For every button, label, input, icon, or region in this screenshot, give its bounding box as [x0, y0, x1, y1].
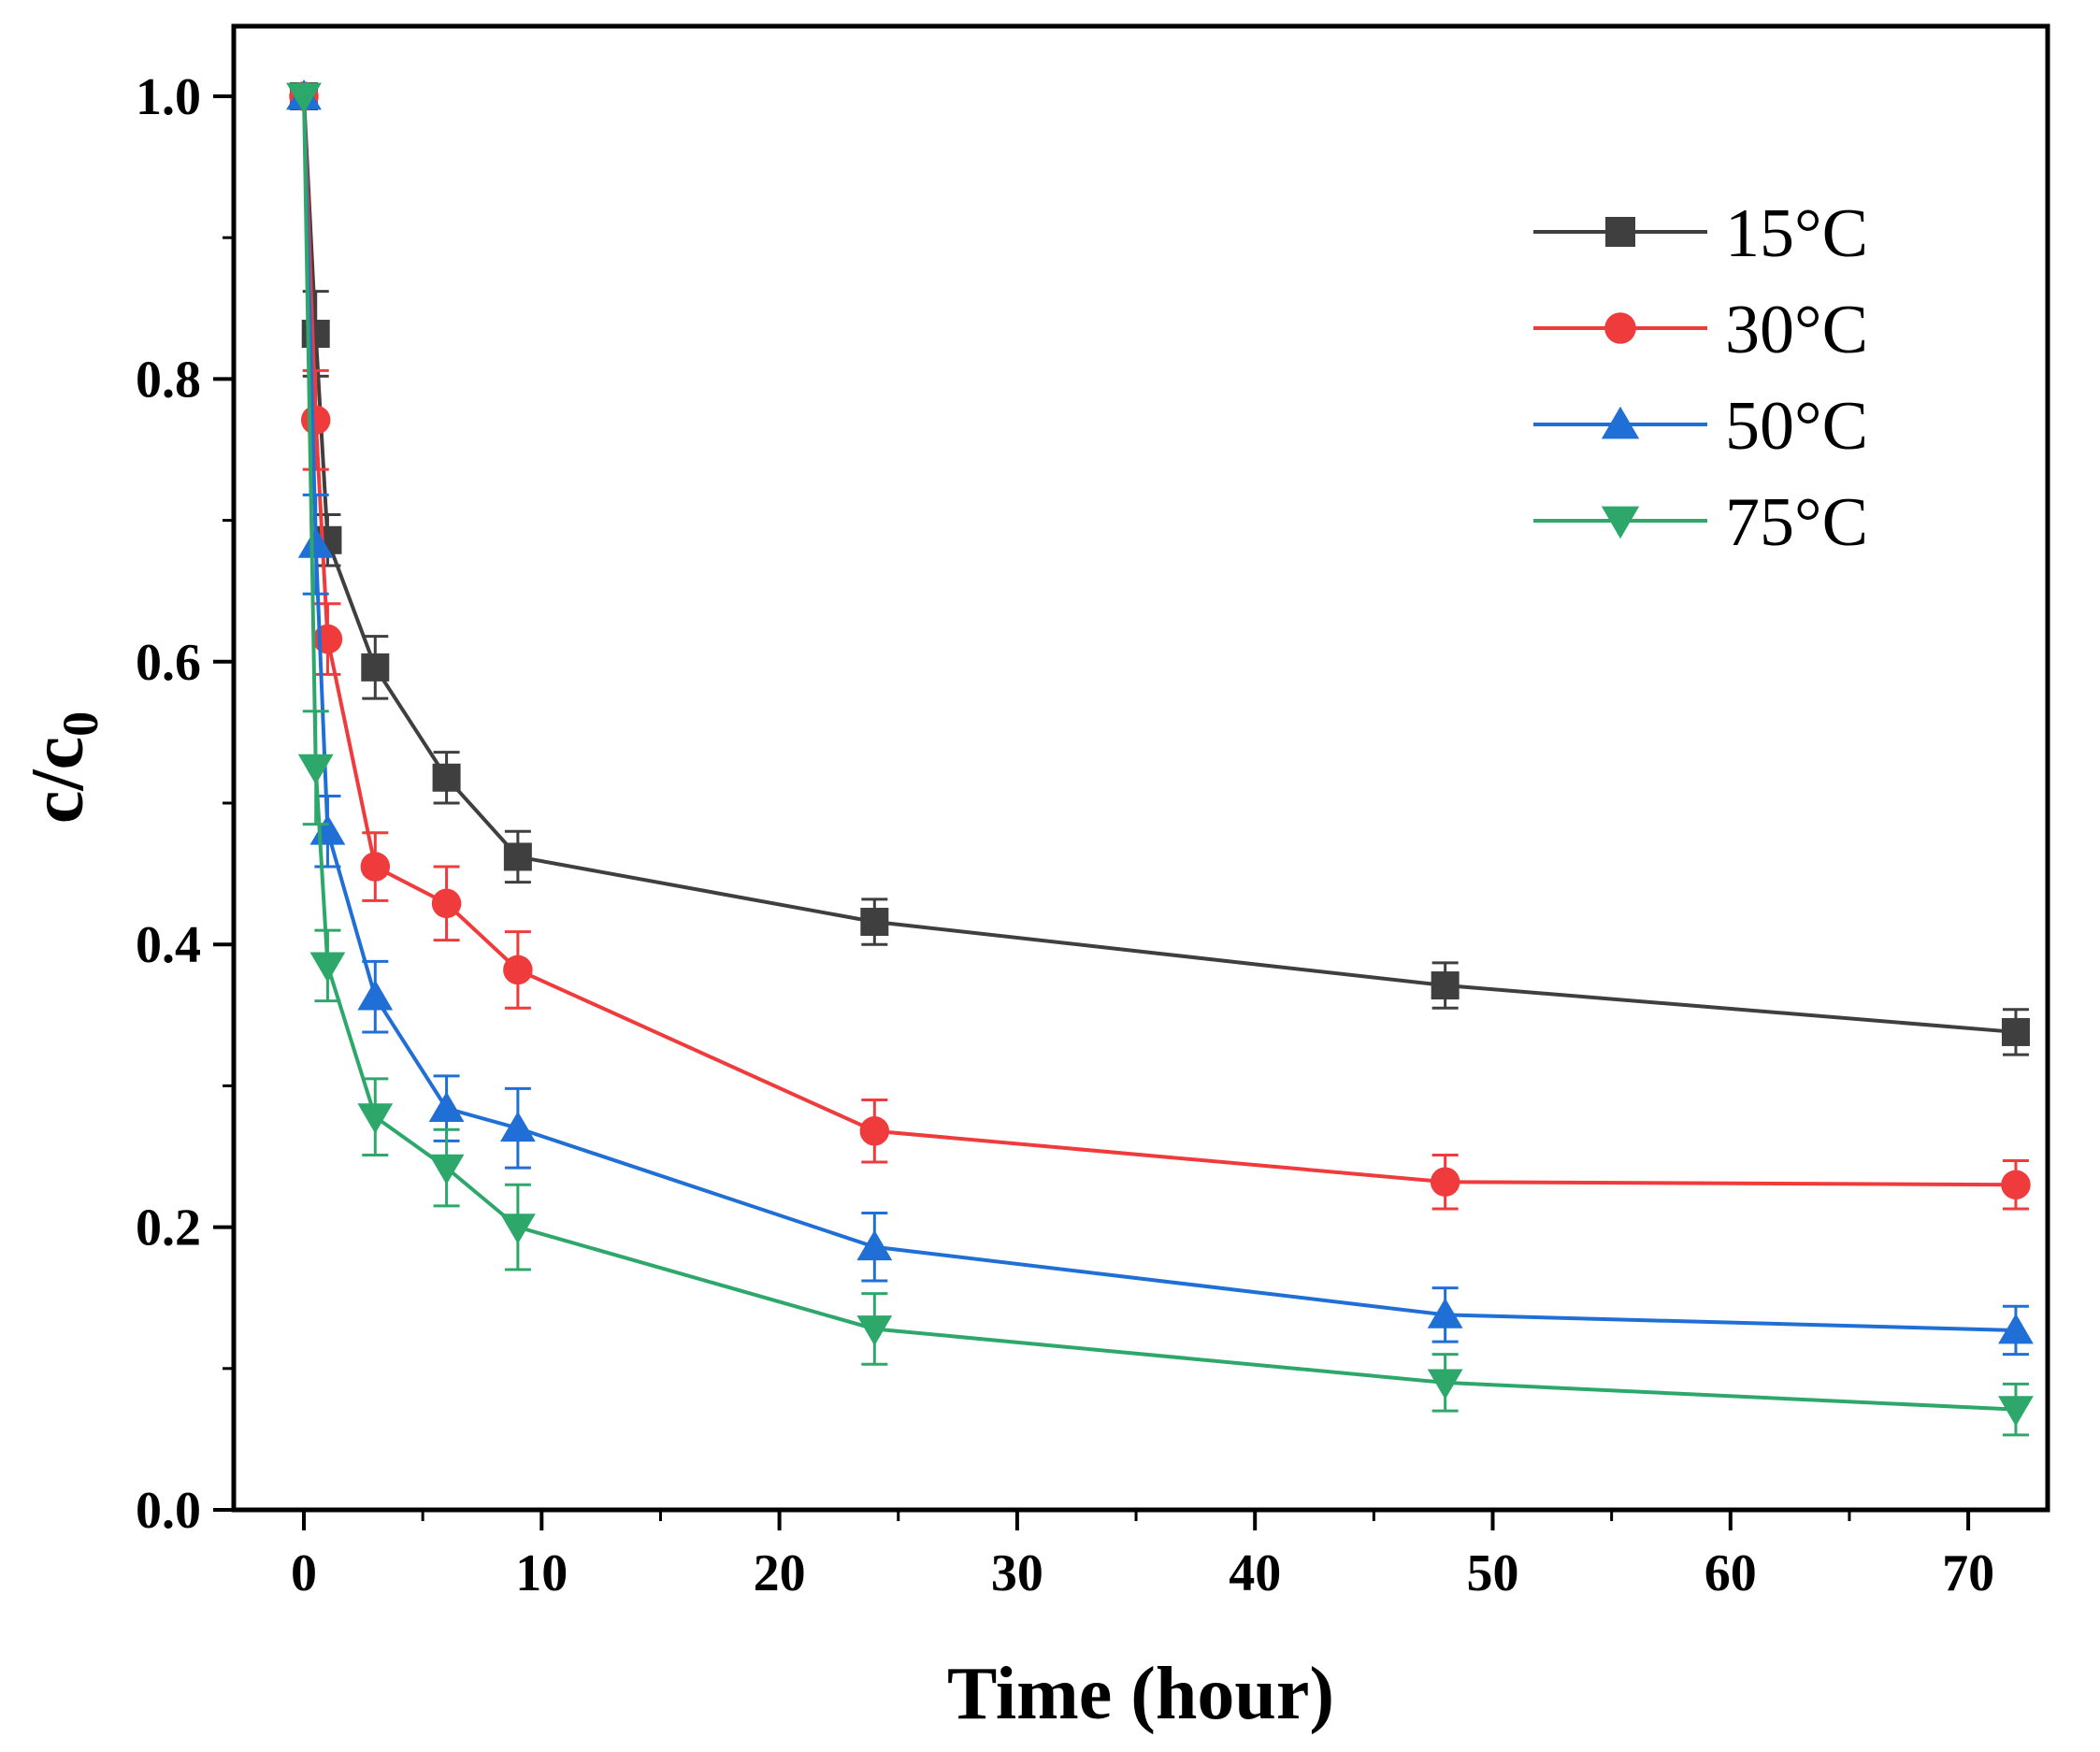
y-tick-label: 0.0	[136, 1482, 201, 1540]
data-point	[1998, 1396, 2034, 1427]
data-point	[499, 1213, 536, 1244]
x-tick-label: 70	[1942, 1544, 1994, 1602]
data-point	[859, 1116, 890, 1146]
data-point	[431, 888, 462, 919]
x-tick-label: 40	[1229, 1544, 1281, 1602]
x-tick-label: 20	[754, 1544, 806, 1602]
legend: 15°C 30°C 50°C 75°C	[1533, 195, 1868, 561]
x-tick-label: 10	[515, 1544, 568, 1602]
data-point	[286, 82, 322, 113]
data-point	[856, 1315, 893, 1346]
legend-label: 75°C	[1725, 484, 1868, 561]
data-point	[1998, 1313, 2034, 1344]
data-point	[1431, 971, 1460, 1000]
series-3	[286, 82, 2034, 1437]
data-point	[309, 952, 346, 983]
series-line	[302, 95, 2017, 1332]
series-1	[289, 81, 2031, 1211]
data-point	[1430, 1167, 1460, 1197]
data-point	[312, 624, 343, 654]
data-point	[428, 1091, 465, 1122]
data-point	[856, 1229, 893, 1261]
data-point	[297, 527, 334, 558]
data-point	[428, 1154, 465, 1185]
x-tick-label: 50	[1467, 1544, 1519, 1602]
y-tick-label: 1.0	[136, 68, 201, 126]
data-point	[2001, 1017, 2030, 1046]
data-point	[361, 653, 390, 682]
x-tick-label: 60	[1704, 1544, 1757, 1602]
data-point	[1427, 1369, 1463, 1400]
data-point	[301, 320, 330, 349]
legend-marker	[1601, 506, 1640, 539]
plot-frame	[231, 23, 2050, 1513]
data-point	[432, 763, 461, 792]
axes: 0 10 20 30 40 50 60 70 0.0 0.2 0.4 0.6 0.8 1.0	[136, 68, 1994, 1602]
data-point	[2001, 1170, 2031, 1199]
legend-marker	[1601, 406, 1640, 439]
legend-label: 50°C	[1725, 388, 1868, 465]
data-point	[860, 908, 889, 937]
x-tick-label: 30	[991, 1544, 1043, 1602]
y-tick-label: 0.4	[136, 916, 201, 974]
legend-label: 30°C	[1725, 292, 1868, 368]
data-point	[503, 955, 533, 985]
y-tick-label: 0.6	[136, 634, 201, 692]
data-point	[1427, 1298, 1463, 1328]
plot-area	[286, 79, 2034, 1437]
data-point	[503, 842, 532, 871]
data-point	[357, 1103, 394, 1134]
legend-label: 15°C	[1725, 195, 1868, 272]
x-tick-label: 0	[291, 1544, 317, 1602]
y-tick-label: 0.2	[136, 1199, 201, 1257]
data-point	[297, 754, 334, 785]
legend-marker	[1605, 217, 1635, 247]
series-0	[290, 82, 2030, 1056]
x-axis-title: Time (hour)	[947, 1653, 1334, 1735]
y-axis-title: c/c0	[17, 711, 108, 824]
y-tick-label: 0.8	[136, 351, 201, 409]
y-axis-title-subscript: 0	[52, 711, 108, 737]
data-point	[360, 852, 391, 882]
data-point	[300, 405, 331, 435]
data-point	[357, 980, 394, 1011]
legend-marker	[1604, 312, 1636, 344]
data-point	[499, 1111, 536, 1142]
y-axis-title-main: c/c	[17, 737, 99, 824]
